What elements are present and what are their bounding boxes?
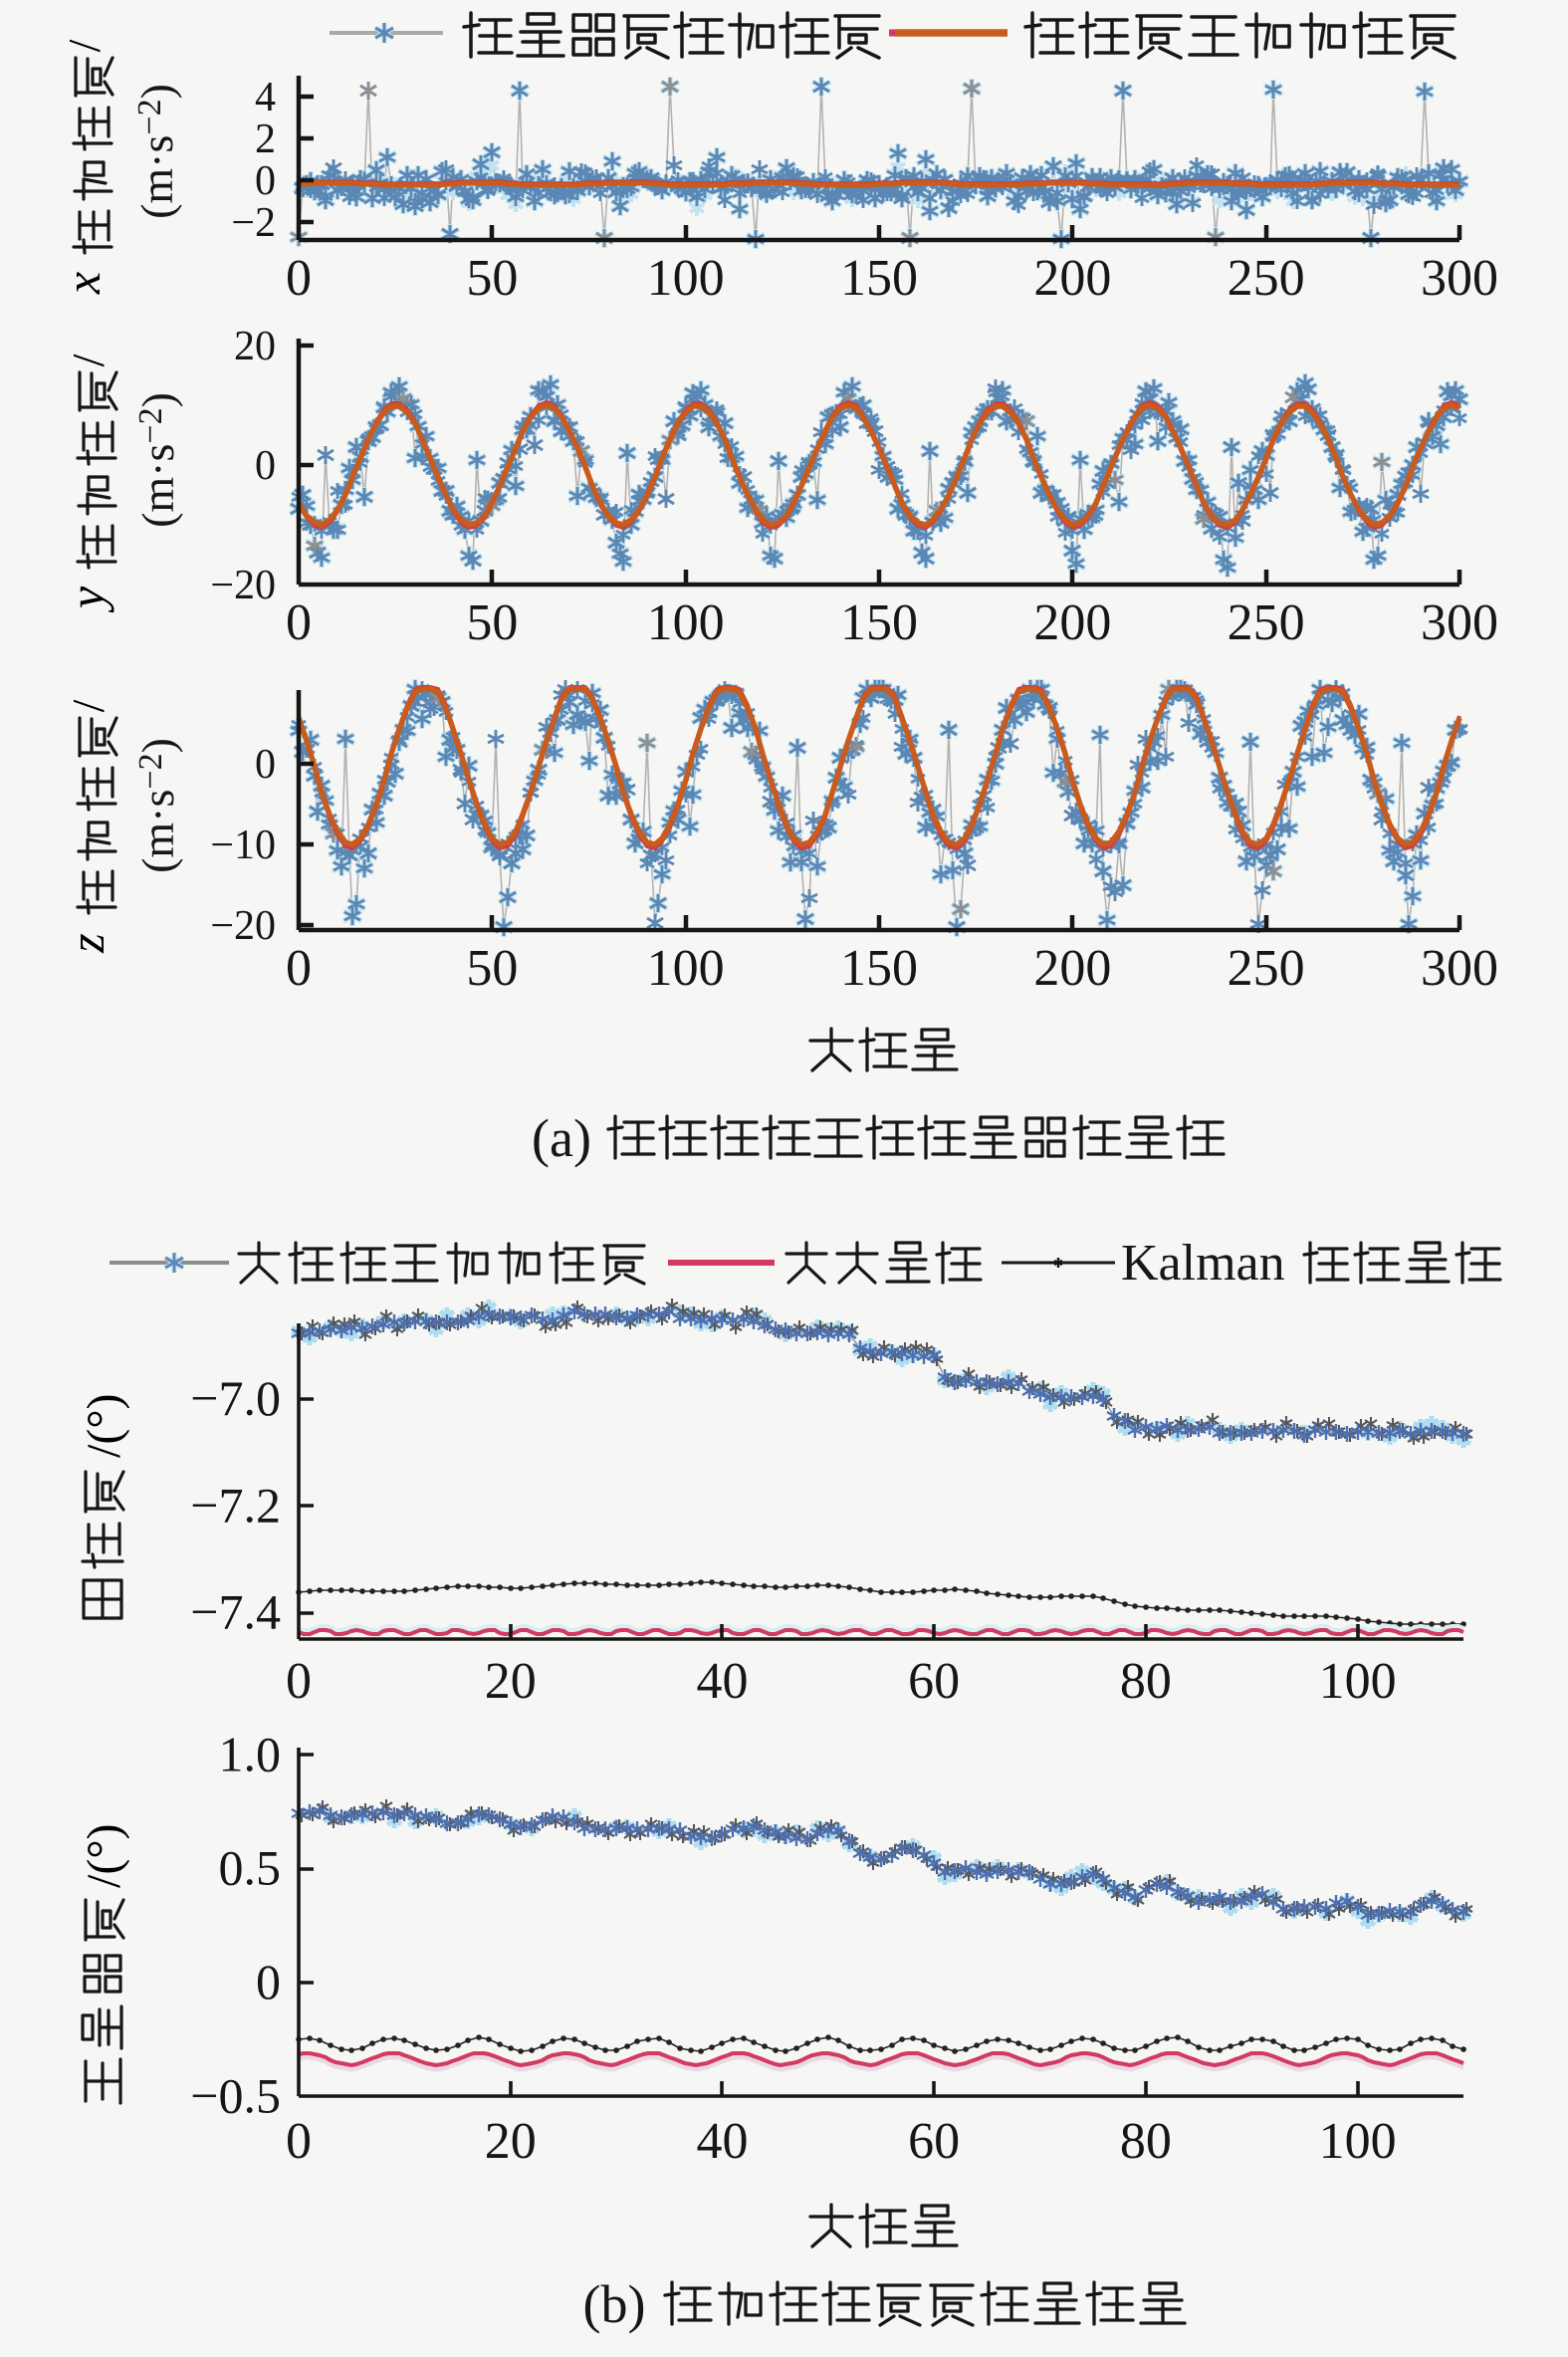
svg-text:4: 4 [255, 75, 276, 120]
svg-text:60: 60 [908, 2113, 960, 2170]
svg-text:20: 20 [485, 1653, 537, 1710]
svg-text:−20: −20 [210, 563, 276, 608]
svg-text:50: 50 [466, 594, 518, 651]
svg-text:200: 200 [1033, 594, 1111, 651]
svg-text:50: 50 [466, 250, 518, 307]
svg-text:300: 300 [1421, 594, 1498, 651]
svg-text:−7.4: −7.4 [190, 1584, 281, 1640]
svg-text:50: 50 [466, 940, 518, 997]
svg-text:2: 2 [255, 117, 276, 162]
svg-text:−7.2: −7.2 [190, 1477, 281, 1532]
svg-text:250: 250 [1228, 594, 1305, 651]
svg-text:60: 60 [908, 1653, 960, 1710]
svg-text:1.0: 1.0 [219, 1726, 282, 1781]
svg-text:300: 300 [1421, 250, 1498, 307]
svg-text:80: 80 [1120, 2113, 1172, 2170]
svg-text:0: 0 [255, 443, 276, 489]
svg-text:x: x [55, 272, 111, 295]
svg-text:/: / [63, 699, 113, 712]
svg-text:(b): (b) [583, 2274, 646, 2334]
svg-text:−2: −2 [231, 200, 276, 246]
svg-text:/(°): /(°) [78, 1824, 130, 1889]
svg-text:0: 0 [255, 742, 276, 788]
svg-text:200: 200 [1033, 940, 1111, 997]
svg-text:40: 40 [696, 2113, 748, 2170]
svg-text:20: 20 [485, 2113, 537, 2170]
svg-text:250: 250 [1228, 940, 1305, 997]
svg-text:z: z [59, 933, 114, 953]
svg-text:/: / [59, 39, 110, 52]
svg-text:y: y [59, 586, 114, 613]
svg-text:20: 20 [234, 324, 276, 369]
svg-text:100: 100 [1319, 1653, 1397, 1710]
svg-text:Kalman: Kalman [1121, 1235, 1285, 1292]
svg-text:−10: −10 [210, 823, 276, 868]
svg-text:/: / [63, 354, 113, 366]
svg-text:80: 80 [1120, 1653, 1172, 1710]
svg-text:0: 0 [286, 594, 312, 651]
svg-text:−20: −20 [210, 903, 276, 949]
svg-text:0: 0 [286, 1653, 312, 1710]
svg-text:0: 0 [286, 2113, 312, 2170]
svg-text:100: 100 [1319, 2113, 1397, 2170]
svg-text:100: 100 [647, 940, 725, 997]
svg-text:100: 100 [647, 250, 725, 307]
svg-text:250: 250 [1228, 250, 1305, 307]
svg-text:−7.0: −7.0 [190, 1370, 281, 1426]
svg-text:0: 0 [286, 940, 312, 997]
svg-text:−0.5: −0.5 [190, 2067, 281, 2123]
svg-text:0: 0 [255, 158, 276, 204]
svg-text:(a): (a) [532, 1108, 591, 1168]
svg-text:100: 100 [647, 594, 725, 651]
svg-text:150: 150 [840, 250, 918, 307]
svg-text:200: 200 [1033, 250, 1111, 307]
svg-text:0: 0 [286, 250, 312, 307]
svg-text:150: 150 [840, 594, 918, 651]
svg-text:0.5: 0.5 [219, 1840, 282, 1896]
svg-text:/(°): /(°) [78, 1394, 130, 1459]
svg-text:40: 40 [696, 1653, 748, 1710]
svg-text:300: 300 [1421, 940, 1498, 997]
svg-text:0: 0 [256, 1954, 281, 2009]
svg-text:150: 150 [840, 940, 918, 997]
